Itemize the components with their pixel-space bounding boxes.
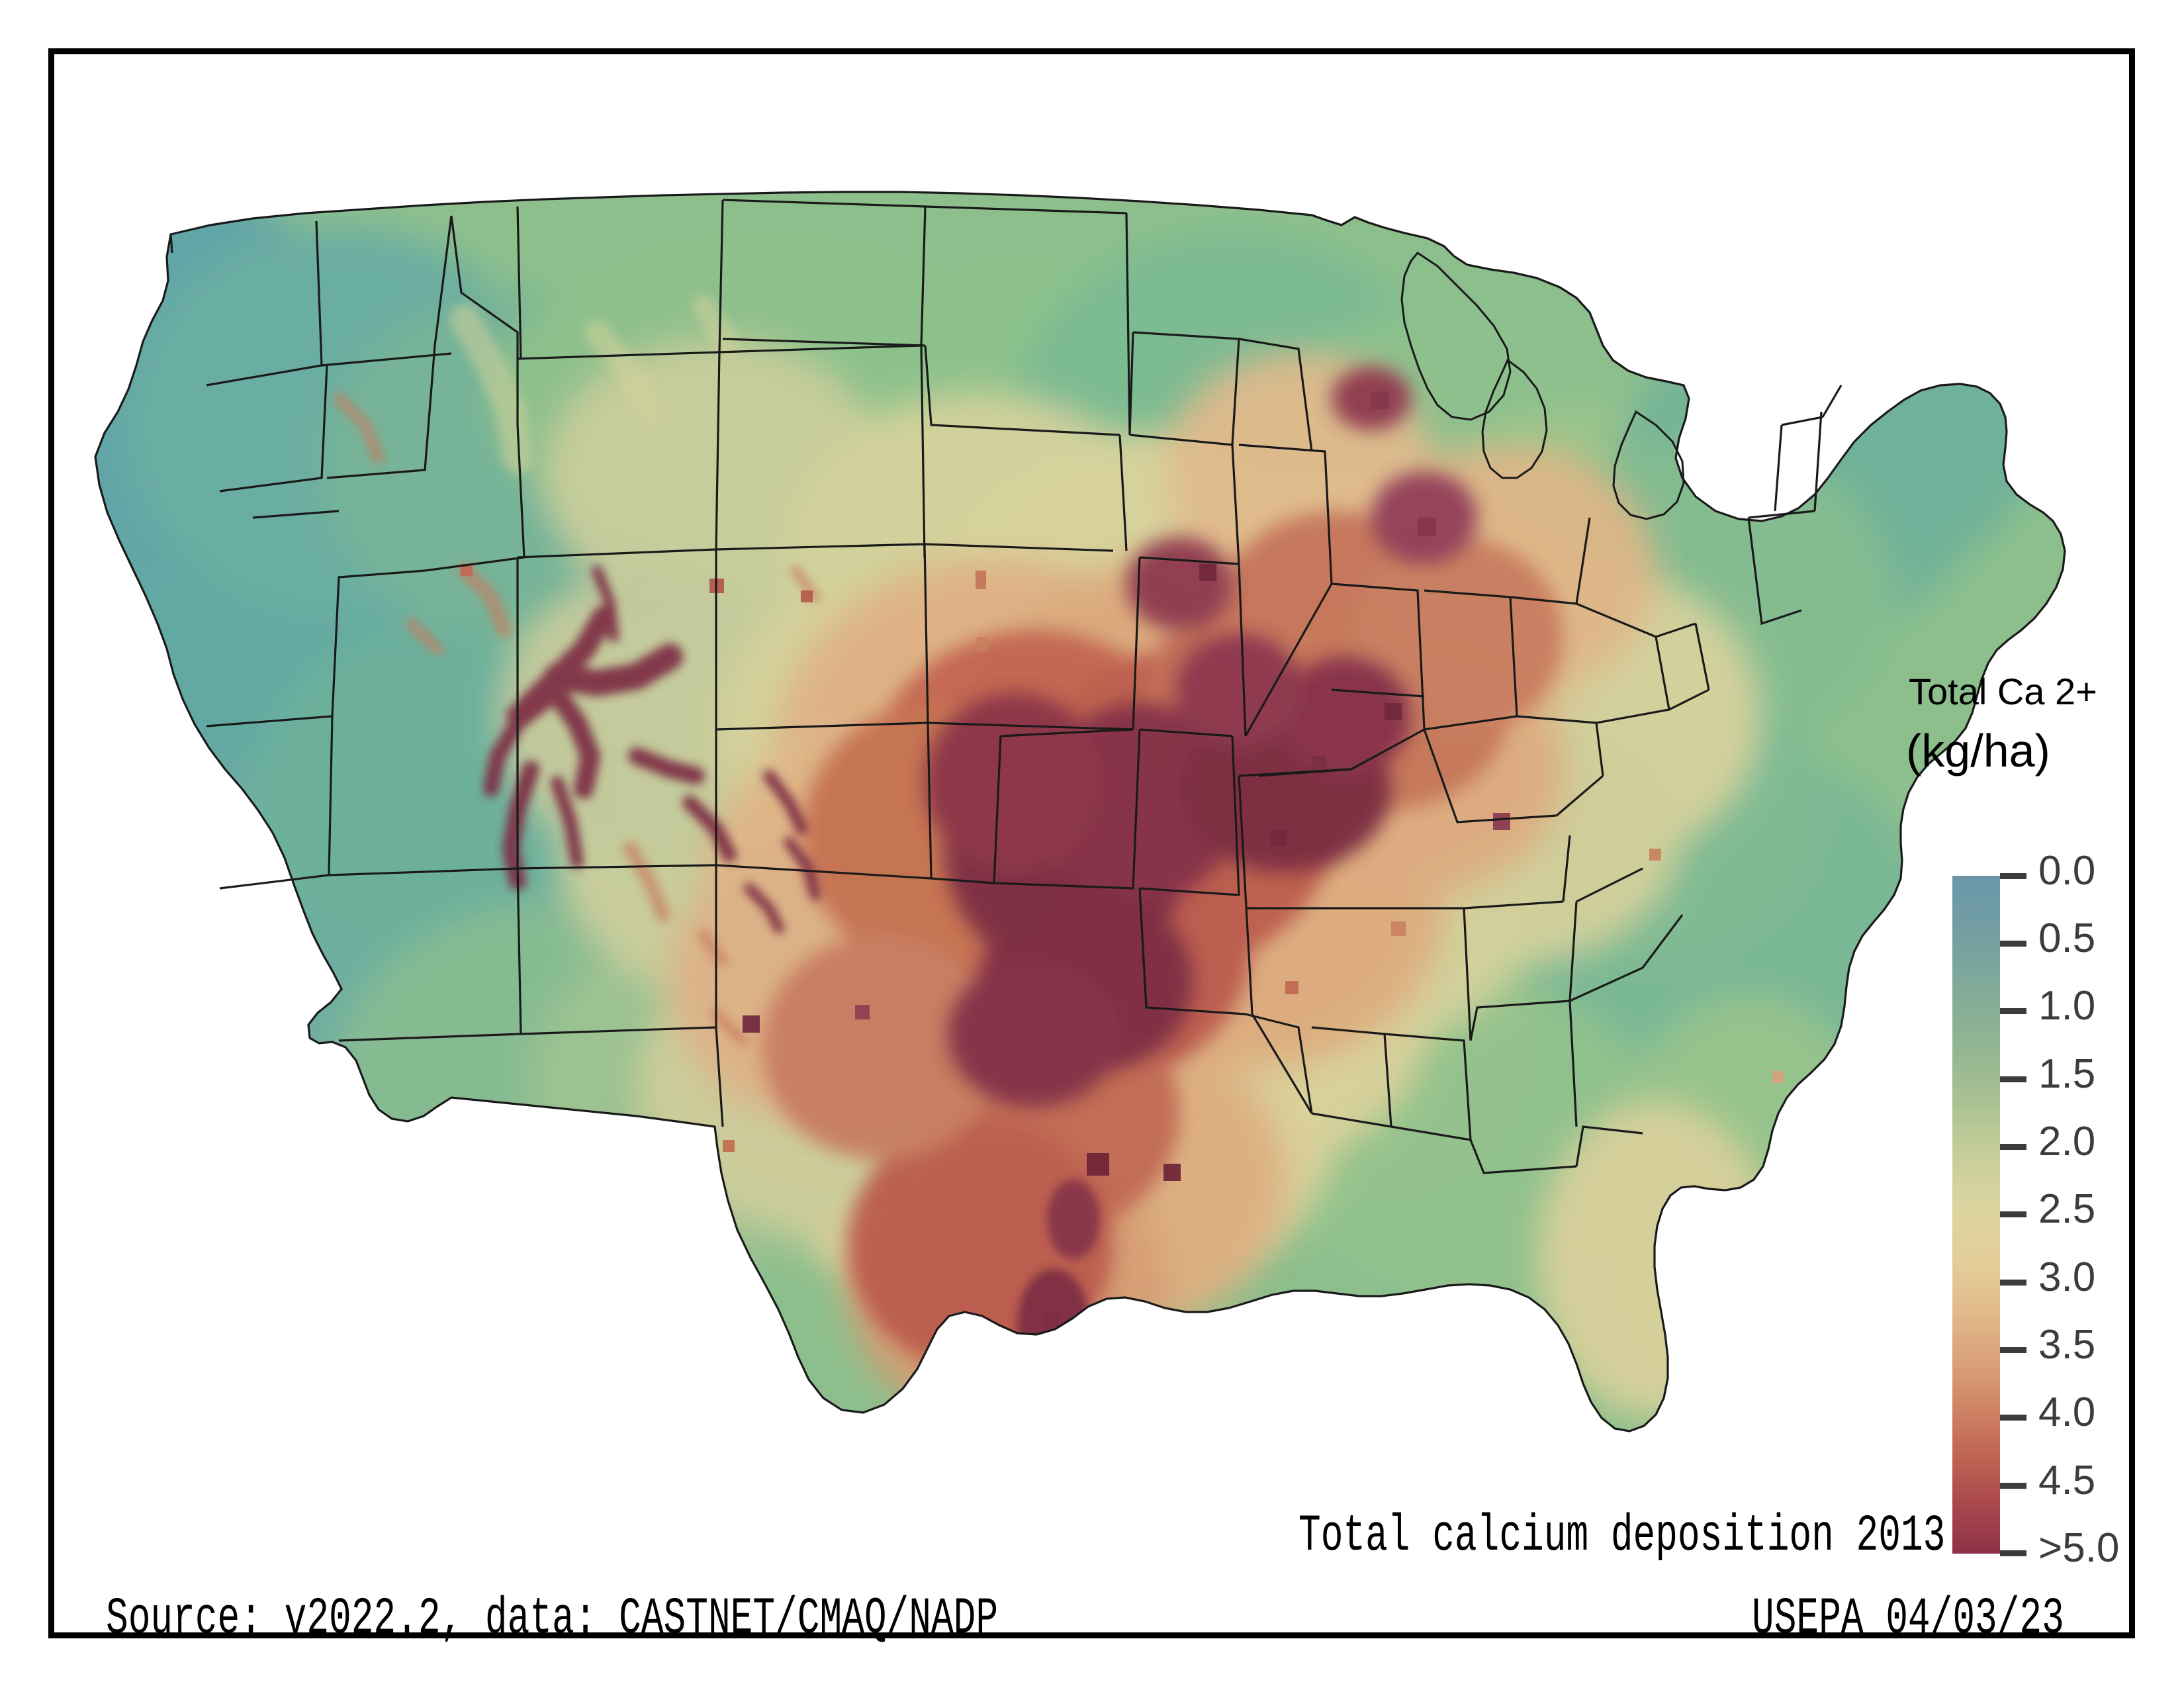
colorbar-legend: Total Ca 2+ (kg/ha) 0.0 0.5 1.0 1.5 2.0 … <box>1894 670 2184 1597</box>
legend-title-line2: (kg/ha) <box>1906 725 2050 776</box>
colorbar-label-10: >5.0 <box>2038 1525 2120 1571</box>
colorbar-tick-8 <box>2000 1415 2026 1421</box>
deposition-raster <box>54 54 2129 1497</box>
colorbar-tick-9 <box>2000 1483 2026 1489</box>
colorbar-tick-0 <box>2000 873 2026 879</box>
colorbar-tick-3 <box>2000 1076 2026 1082</box>
legend-title-line1: Total Ca 2+ <box>1909 671 2097 712</box>
figure-title: Total calcium deposition 2013 <box>1298 1507 1946 1566</box>
colorbar-label-1: 0.5 <box>2038 915 2096 961</box>
colorbar-label-6: 3.0 <box>2038 1254 2096 1300</box>
colorbar-label-4: 2.0 <box>2038 1119 2096 1164</box>
colorbar-label-5: 2.5 <box>2038 1186 2096 1232</box>
colorbar-tick-5 <box>2000 1211 2026 1217</box>
figure-agency-date: USEPA 04/03/23 <box>1752 1590 2064 1648</box>
colorbar-tick-10 <box>2000 1550 2026 1556</box>
map-canvas <box>54 54 2129 1497</box>
colorbar-tick-6 <box>2000 1280 2026 1286</box>
colorbar-label-9: 4.5 <box>2038 1458 2096 1503</box>
colorbar-label-7: 3.5 <box>2038 1322 2096 1368</box>
colorbar-tick-1 <box>2000 941 2026 947</box>
colorbar-label-3: 1.5 <box>2038 1051 2096 1097</box>
colorbar-label-2: 1.0 <box>2038 983 2096 1029</box>
colorbar-label-0: 0.0 <box>2038 848 2096 894</box>
colorbar-tick-2 <box>2000 1008 2026 1014</box>
colorbar-tick-4 <box>2000 1144 2026 1150</box>
state-boundaries <box>94 191 2066 1432</box>
figure-source: Source: v2022.2, data: CASTNET/CMAQ/NADP <box>106 1590 999 1648</box>
colorbar-tick-7 <box>2000 1347 2026 1353</box>
colorbar-gradient <box>1952 876 2000 1554</box>
colorbar-label-8: 4.0 <box>2038 1389 2096 1435</box>
deposition-map <box>54 54 2129 1497</box>
figure-frame: Total Ca 2+ (kg/ha) 0.0 0.5 1.0 1.5 2.0 … <box>48 48 2135 1648</box>
